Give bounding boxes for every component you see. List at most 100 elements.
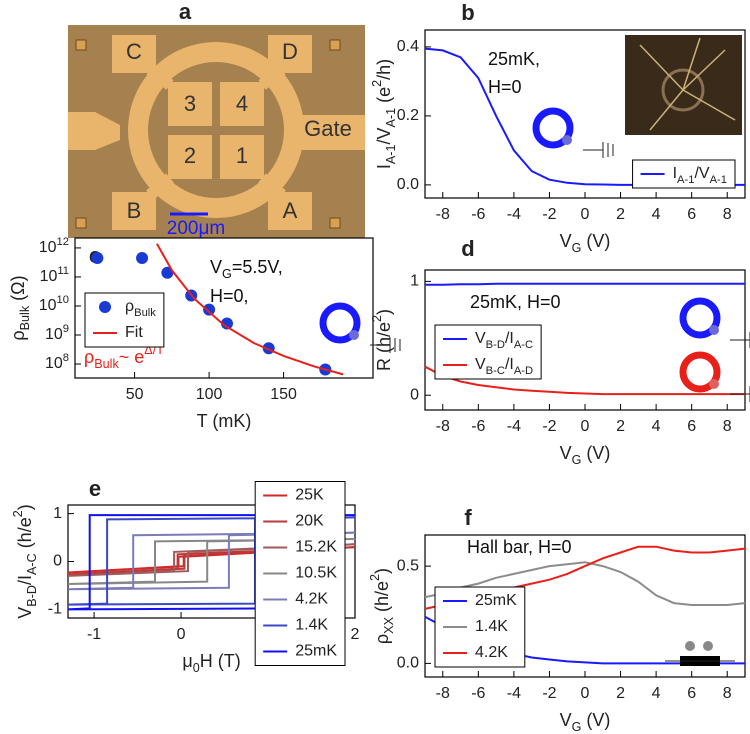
y-tick-label: 1 xyxy=(53,505,62,522)
legend: 25K 20K 15.2K 10.5K 4.2K 1.4K 25mK xyxy=(254,481,346,666)
text-segment: 10 xyxy=(45,326,63,343)
contact-icon xyxy=(349,330,359,340)
text-segment: (Ω) xyxy=(8,275,28,305)
text-segment: A-D xyxy=(514,365,533,377)
x-tick-label: 2 xyxy=(616,685,625,702)
contact-pad xyxy=(268,192,312,230)
text-segment: ρ xyxy=(372,634,392,644)
text-segment: 8 xyxy=(63,352,69,364)
x-tick-label: 2 xyxy=(616,418,625,435)
text-segment: 9 xyxy=(63,323,69,335)
data-point xyxy=(220,317,233,330)
inner-pad xyxy=(168,135,212,179)
legend-label: 10.5K xyxy=(295,565,337,582)
text-segment: 10 xyxy=(39,239,57,256)
y-axis-title: IA-1/VA-1 (e2/h) xyxy=(370,59,398,169)
y-tick-label: 108 xyxy=(45,352,69,372)
legend-label: 15.2K xyxy=(295,539,337,556)
text-segment: V xyxy=(560,443,572,463)
x-tick-label: 2 xyxy=(351,626,360,643)
annotation: ρBulk~ eΔ/T xyxy=(84,343,164,371)
text-segment: B-D xyxy=(25,585,39,607)
text-segment: I xyxy=(673,165,677,182)
text-segment: A-1 xyxy=(384,108,398,128)
legend-label: 4.2K xyxy=(475,644,508,661)
x-tick-label: 50 xyxy=(126,386,144,403)
y-tick-label: 0.5 xyxy=(397,557,419,574)
legend: VB-D/IA-CVB-C/IA-D xyxy=(434,324,542,380)
text-segment: (V) xyxy=(581,443,610,463)
y-tick-label: 0.2 xyxy=(397,107,419,124)
text-segment: (e xyxy=(374,87,394,108)
text-segment: Bulk xyxy=(18,305,32,330)
data-line xyxy=(425,282,745,286)
text-segment: Bulk xyxy=(134,307,156,319)
text-segment: V xyxy=(560,710,572,730)
micrograph-label: D xyxy=(282,39,298,64)
x-tick-label: -2 xyxy=(542,418,556,435)
device-icon xyxy=(532,107,574,149)
annotation: VG=5.5V, xyxy=(210,257,283,282)
text-segment: A-1 xyxy=(677,174,694,186)
text-segment: 12 xyxy=(57,236,69,248)
inset-photo-wire xyxy=(682,49,726,91)
text-segment: (h/e xyxy=(372,581,392,617)
inset-photo-wire xyxy=(682,89,736,121)
x-tick-label: 6 xyxy=(687,206,696,223)
text-segment: A-C xyxy=(25,553,39,575)
micrograph-label: B xyxy=(127,198,142,223)
text-segment: (V) xyxy=(581,710,610,730)
text-segment: ~ e xyxy=(119,347,145,367)
data-line xyxy=(156,243,344,376)
corner-pad xyxy=(75,217,87,229)
text-segment: A-1 xyxy=(710,174,727,186)
legend: ρBulk Fit xyxy=(84,292,165,348)
micrograph-label: Gate xyxy=(304,116,352,141)
text-segment: G xyxy=(222,267,232,281)
gate-lead xyxy=(68,112,120,150)
inset-photo-wire xyxy=(639,44,684,91)
text-segment: XX xyxy=(382,616,396,633)
text-segment: 0 xyxy=(193,661,200,675)
y-axis-title: ρBulk (Ω) xyxy=(8,275,33,340)
text-segment: 10 xyxy=(57,294,69,306)
legend-label: VB-D/IA-C xyxy=(475,330,533,351)
y-tick-label: -1 xyxy=(48,601,62,618)
annotation: H=0 xyxy=(488,77,522,97)
y-tick-label: 0.0 xyxy=(397,655,419,672)
x-tick-label: 0 xyxy=(581,685,590,702)
x-tick-label: -6 xyxy=(471,685,485,702)
x-tick-label: 4 xyxy=(652,685,661,702)
x-tick-label: 8 xyxy=(723,685,732,702)
y-tick-label: 109 xyxy=(45,323,69,343)
chart-panel: c50100150108109101010111012T (mK)ρBulk (… xyxy=(8,236,374,431)
legend: 25mK 1.4K 4.2K xyxy=(434,586,526,668)
micrograph-label: 3 xyxy=(184,91,196,116)
contact-pad xyxy=(112,35,156,73)
device-icon xyxy=(679,351,721,393)
legend-label: 25mK xyxy=(295,643,337,660)
text-segment: V xyxy=(475,356,486,373)
legend-label: 4.2K xyxy=(295,591,328,608)
text-segment: R (h/e xyxy=(374,322,394,371)
y-tick-label: 0 xyxy=(53,553,62,570)
gate-lead xyxy=(300,115,365,150)
data-point xyxy=(136,252,149,265)
x-tick-label: -6 xyxy=(471,206,485,223)
text-segment: V xyxy=(210,257,222,277)
legend-label: 25K xyxy=(295,487,324,504)
legend-label: ρBulk xyxy=(125,298,156,319)
text-segment: H (T) xyxy=(200,651,241,671)
text-segment: 2 xyxy=(370,315,384,322)
text-segment: 11 xyxy=(57,265,69,277)
data-point xyxy=(161,266,174,279)
text-segment: A-1 xyxy=(384,145,398,165)
panel-letter: d xyxy=(461,236,474,261)
x-tick-label: 100 xyxy=(196,386,223,403)
text-segment: V xyxy=(560,231,572,251)
text-segment: G xyxy=(572,720,582,734)
x-tick-label: 150 xyxy=(270,386,297,403)
inset-photo-wire xyxy=(682,37,701,91)
text-segment: G xyxy=(572,453,582,467)
y-axis-title: R (h/e2) xyxy=(370,309,393,371)
